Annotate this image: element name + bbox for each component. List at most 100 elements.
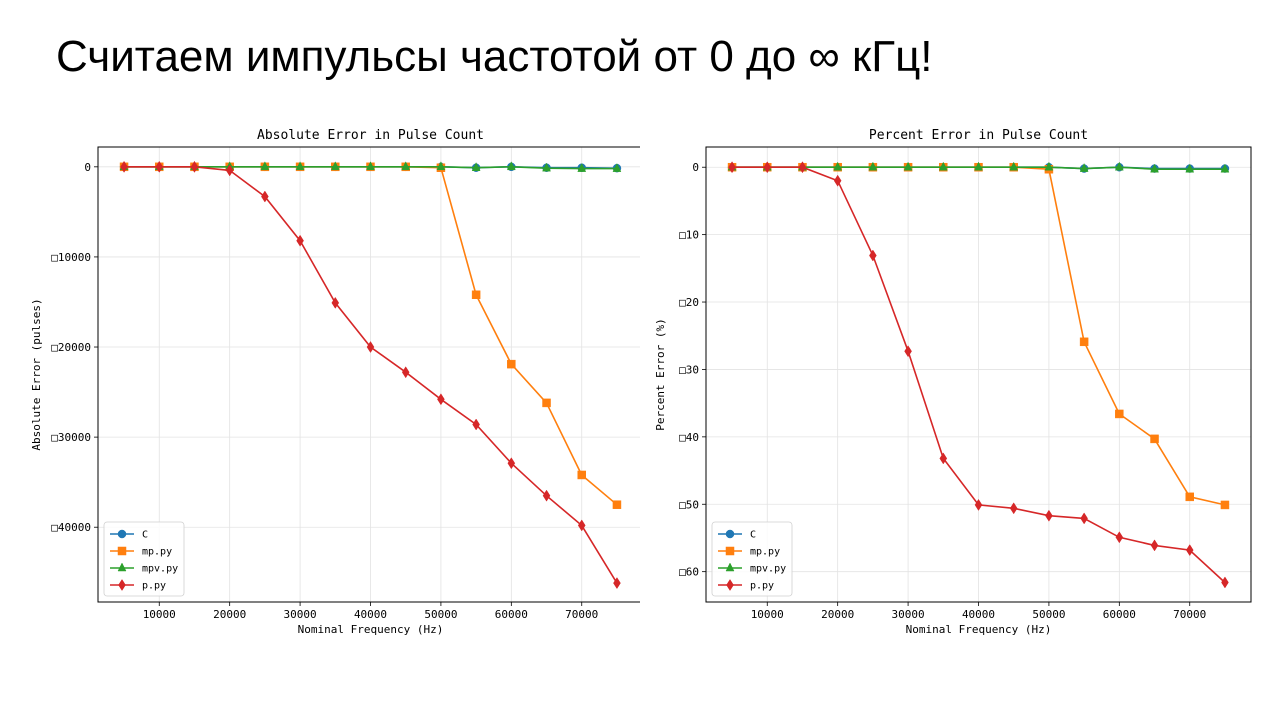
data-point-p-py: [331, 296, 340, 309]
data-point-p-py: [225, 164, 234, 177]
data-point-mp-py: [507, 359, 516, 369]
x-tick-label: 70000: [1173, 608, 1206, 621]
data-point-p-py: [728, 161, 736, 174]
legend-box: [103, 521, 185, 597]
data-point-p-py: [798, 161, 807, 174]
x-tick-label: 40000: [962, 608, 995, 621]
legend-label: mp.py: [142, 547, 172, 558]
data-point-mp-py: [542, 398, 551, 408]
legend-swatch-marker: [725, 546, 735, 556]
legend-item-mpv-py: mpv.py: [110, 562, 178, 575]
data-point-mp-py: [1079, 337, 1089, 347]
legend: Cmp.py mpv.py p.py: [103, 521, 185, 597]
data-point-p-py: [401, 366, 410, 379]
x-tick-label: 60000: [495, 608, 528, 621]
y-tick-label: 0: [692, 161, 699, 174]
legend-swatch-marker: [117, 529, 127, 539]
data-point-p-py: [366, 341, 375, 353]
legend-item-c: C: [110, 530, 148, 541]
data-point-mpv-py: [974, 161, 983, 171]
data-point-mpv-py: [903, 161, 913, 171]
data-point-mpv-py: [1079, 163, 1089, 172]
x-tick-label: 20000: [213, 608, 246, 621]
x-tick-label: 50000: [424, 608, 457, 621]
data-point-mpv-py: [1220, 163, 1230, 173]
y-axis-label: Percent Error (%): [654, 318, 667, 431]
data-point-mp-py: [612, 500, 622, 509]
data-point-p-py: [1115, 531, 1124, 544]
x-tick-label: 30000: [892, 608, 925, 621]
data-point-p-py: [1009, 502, 1018, 515]
data-point-p-py: [155, 160, 164, 173]
data-point-mpv-py: [577, 163, 587, 172]
data-point-p-py: [1080, 512, 1088, 525]
legend-label: mpv.py: [750, 564, 786, 575]
data-point-mpv-py: [1044, 161, 1054, 171]
data-point-p-py: [190, 160, 199, 173]
x-axis-label: Nominal Frequency (Hz): [906, 623, 1052, 636]
data-point-mpv-py: [1150, 163, 1159, 173]
x-tick-label: 50000: [1032, 608, 1065, 621]
data-point-p-py: [869, 249, 877, 262]
chart-svg: Absolute Error in Pulse Count 10000 20000 3…: [30, 128, 640, 636]
data-point-mpv-py: [366, 161, 375, 171]
y-tick-label: □30: [679, 363, 699, 376]
data-point-p-py: [1185, 544, 1194, 557]
data-point-mp-py: [1115, 409, 1124, 419]
series-p-py: [728, 161, 1229, 589]
legend-swatch-marker: [725, 562, 735, 572]
data-point-mpv-py: [868, 161, 878, 171]
legend-label: mpv.py: [142, 564, 178, 575]
x-tick-label: 10000: [751, 608, 784, 621]
chart-svg: Percent Error in Pulse Count 10000 20000 30…: [654, 128, 1252, 636]
legend-box: [711, 521, 793, 597]
data-point-mp-py: [1185, 492, 1194, 502]
data-point-p-py: [939, 452, 948, 465]
plot-frame: [97, 146, 640, 603]
x-tick-label: 10000: [143, 608, 176, 621]
grid: [98, 147, 640, 602]
legend: Cmp.py mpv.py p.py: [711, 521, 793, 597]
data-point-mp-py: [1150, 434, 1159, 444]
plot-frame: [705, 146, 1252, 603]
series-p-py: [120, 160, 621, 590]
x-tick-label: 40000: [354, 608, 387, 621]
y-axis-label: Absolute Error (pulses): [30, 298, 43, 450]
chart-title: Absolute Error in Pulse Count: [257, 128, 484, 143]
data-point-mpv-py: [260, 161, 270, 171]
legend-swatch-marker: [117, 546, 127, 556]
legend-swatch-marker: [725, 529, 735, 539]
data-point-p-py: [542, 489, 551, 502]
data-point-p-py: [763, 161, 772, 174]
y-tick-label: □10: [679, 229, 699, 242]
y-tick-label: 0: [84, 161, 91, 174]
legend-swatch-marker: [118, 579, 126, 591]
absolute-error-chart: Absolute Error in Pulse Count 10000 20000 3…: [0, 122, 640, 650]
data-point-mpv-py: [330, 161, 340, 171]
percent-error-chart: Percent Error in Pulse Count 10000 20000 30…: [640, 122, 1280, 650]
legend-label: C: [750, 530, 756, 541]
data-point-mpv-py: [1114, 161, 1124, 171]
legend-label: p.py: [750, 581, 774, 592]
y-tick-label: □20: [679, 296, 699, 309]
legend-item-mpv-py: mpv.py: [718, 562, 786, 575]
x-tick-label: 70000: [565, 608, 598, 621]
data-point-p-py: [613, 577, 621, 590]
data-point-mpv-py: [401, 161, 411, 171]
data-point-mp-py: [1220, 500, 1230, 510]
data-point-mpv-py: [833, 161, 843, 171]
y-tick-label: □40: [679, 431, 699, 444]
legend-label: C: [142, 530, 148, 541]
data-point-mp-py: [577, 470, 586, 480]
data-point-mpv-py: [436, 161, 446, 171]
y-tick-label: □10000: [51, 251, 91, 264]
data-point-mpv-py: [938, 161, 948, 171]
y-tick-label: □40000: [51, 521, 91, 534]
legend-swatch-marker: [117, 562, 127, 572]
legend-label: mp.py: [750, 547, 780, 558]
data-point-mpv-py: [1185, 163, 1195, 173]
legend-item-p-py: p.py: [110, 579, 166, 592]
x-tick-label: 20000: [821, 608, 854, 621]
chart-title: Percent Error in Pulse Count: [869, 128, 1088, 143]
legend-item-c: C: [718, 530, 756, 541]
